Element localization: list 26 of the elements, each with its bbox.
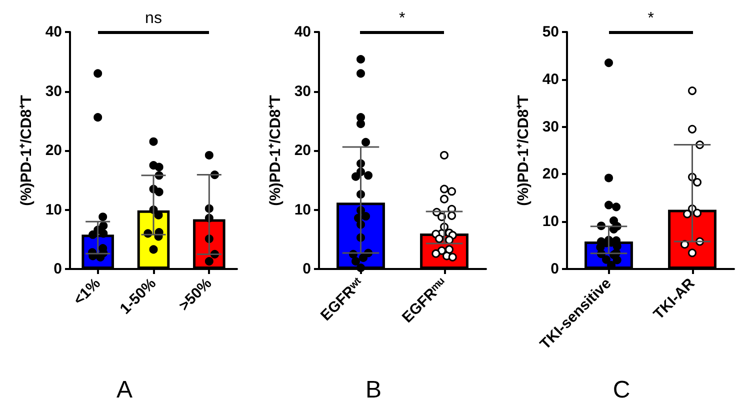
y-tick-label: 10 [294,201,311,218]
y-tick-label: 20 [294,142,311,159]
text: * [646,10,655,28]
y-tick-label: 0 [550,260,560,278]
text: B [365,376,382,404]
text: * [398,10,406,28]
y-tick-label: 30 [45,82,62,100]
y-tick-label: 40 [542,70,560,88]
text: A [116,376,133,404]
y-tick-label: 0 [302,260,311,278]
text: ns [144,10,163,28]
y-tick-label: 20 [45,142,62,159]
y-tick-label: 40 [294,24,311,40]
x-tick-label: <1% [70,274,104,309]
y-tick-label: 30 [294,82,311,100]
y-tick-label: 10 [542,213,560,230]
y-axis-title: (%)PD-1⁺/CD8⁺T [266,95,284,206]
y-tick-label: 50 [542,24,560,40]
y-tick-label: 10 [45,201,62,218]
text: C [613,376,630,404]
y-axis-title: (%)PD-1⁺/CD8⁺T [515,95,532,206]
y-tick-label: 30 [542,118,560,136]
y-tick-label: 20 [542,166,560,183]
y-tick-label: 40 [45,24,62,40]
y-axis-title: (%)PD-1⁺/CD8⁺T [18,95,35,206]
y-tick-label: 0 [54,260,62,278]
